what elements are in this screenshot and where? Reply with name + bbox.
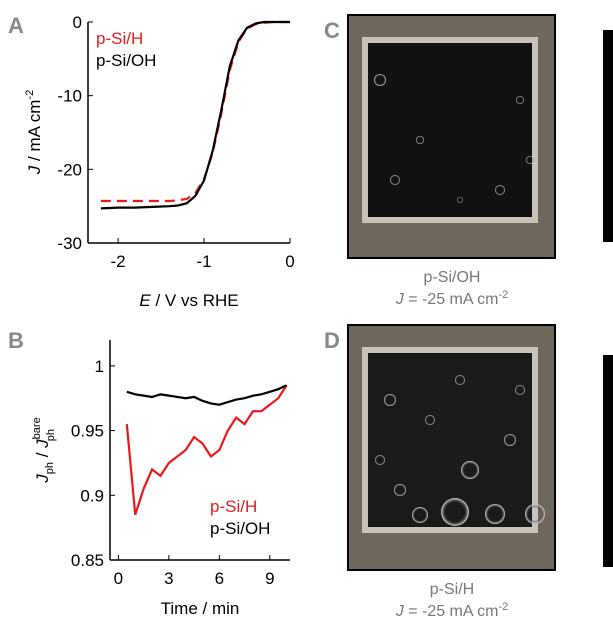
y-tick-label: -20 <box>57 160 82 179</box>
y-tick-label: 0.85 <box>71 551 104 570</box>
text: / <box>33 448 52 462</box>
text: = -25 mA cm <box>404 603 499 620</box>
text: J <box>395 291 405 308</box>
y-tick-label: -30 <box>57 234 82 253</box>
x-tick-label: -2 <box>111 252 126 271</box>
text: J <box>395 603 405 620</box>
x-tick-label: 3 <box>164 569 173 588</box>
caption: p-Si/OH <box>424 269 481 286</box>
legend-label: p-Si/OH <box>210 519 270 538</box>
text: J <box>33 439 52 449</box>
text: = -25 mA cm <box>404 291 499 308</box>
series-line <box>100 20 290 210</box>
panel-label: C <box>324 18 340 43</box>
x-tick-label: -1 <box>196 252 211 271</box>
x-axis-label: Time / min <box>161 599 240 618</box>
caption: p-Si/H <box>430 581 474 598</box>
series-line <box>100 20 290 203</box>
x-tick-label: 0 <box>285 252 294 271</box>
photo-d <box>347 324 613 571</box>
y-tick-label: 0.95 <box>71 422 104 441</box>
series-line <box>125 384 288 516</box>
y-tick-label: 1 <box>95 357 104 376</box>
caption-current: J = -25 mA cm-2 <box>395 289 508 308</box>
panel-label: B <box>8 328 24 353</box>
series-line <box>126 384 288 406</box>
text: E <box>139 291 151 310</box>
panel-label: D <box>324 328 340 353</box>
text: -2 <box>498 289 508 301</box>
text: -2 <box>498 601 508 613</box>
text: / V vs RHE <box>151 291 239 310</box>
caption-current: J = -25 mA cm-2 <box>395 601 508 620</box>
y-axis-label: Jph / Jbare ph <box>31 417 57 483</box>
text: ph <box>45 429 57 441</box>
legend-label: p-Si/H <box>96 29 143 48</box>
text: bare <box>31 417 43 439</box>
x-tick-label: 6 <box>215 569 224 588</box>
x-axis-label: E / V vs RHE <box>139 291 238 310</box>
text: J <box>25 165 44 175</box>
text: ph <box>44 462 56 474</box>
text: -2 <box>24 90 36 100</box>
legend-label: p-Si/OH <box>96 51 156 70</box>
text: / mA cm <box>25 100 44 166</box>
y-tick-label: 0 <box>73 13 82 32</box>
text: J <box>33 474 52 484</box>
photo-c <box>347 14 613 259</box>
y-tick-label: -10 <box>57 87 82 106</box>
legend-label: p-Si/H <box>210 497 257 516</box>
x-tick-label: 9 <box>265 569 274 588</box>
y-axis-label: J / mA cm-2 <box>24 90 44 175</box>
panel-label: A <box>8 13 24 38</box>
y-tick-label: 0.9 <box>80 486 104 505</box>
x-tick-label: 0 <box>114 569 123 588</box>
